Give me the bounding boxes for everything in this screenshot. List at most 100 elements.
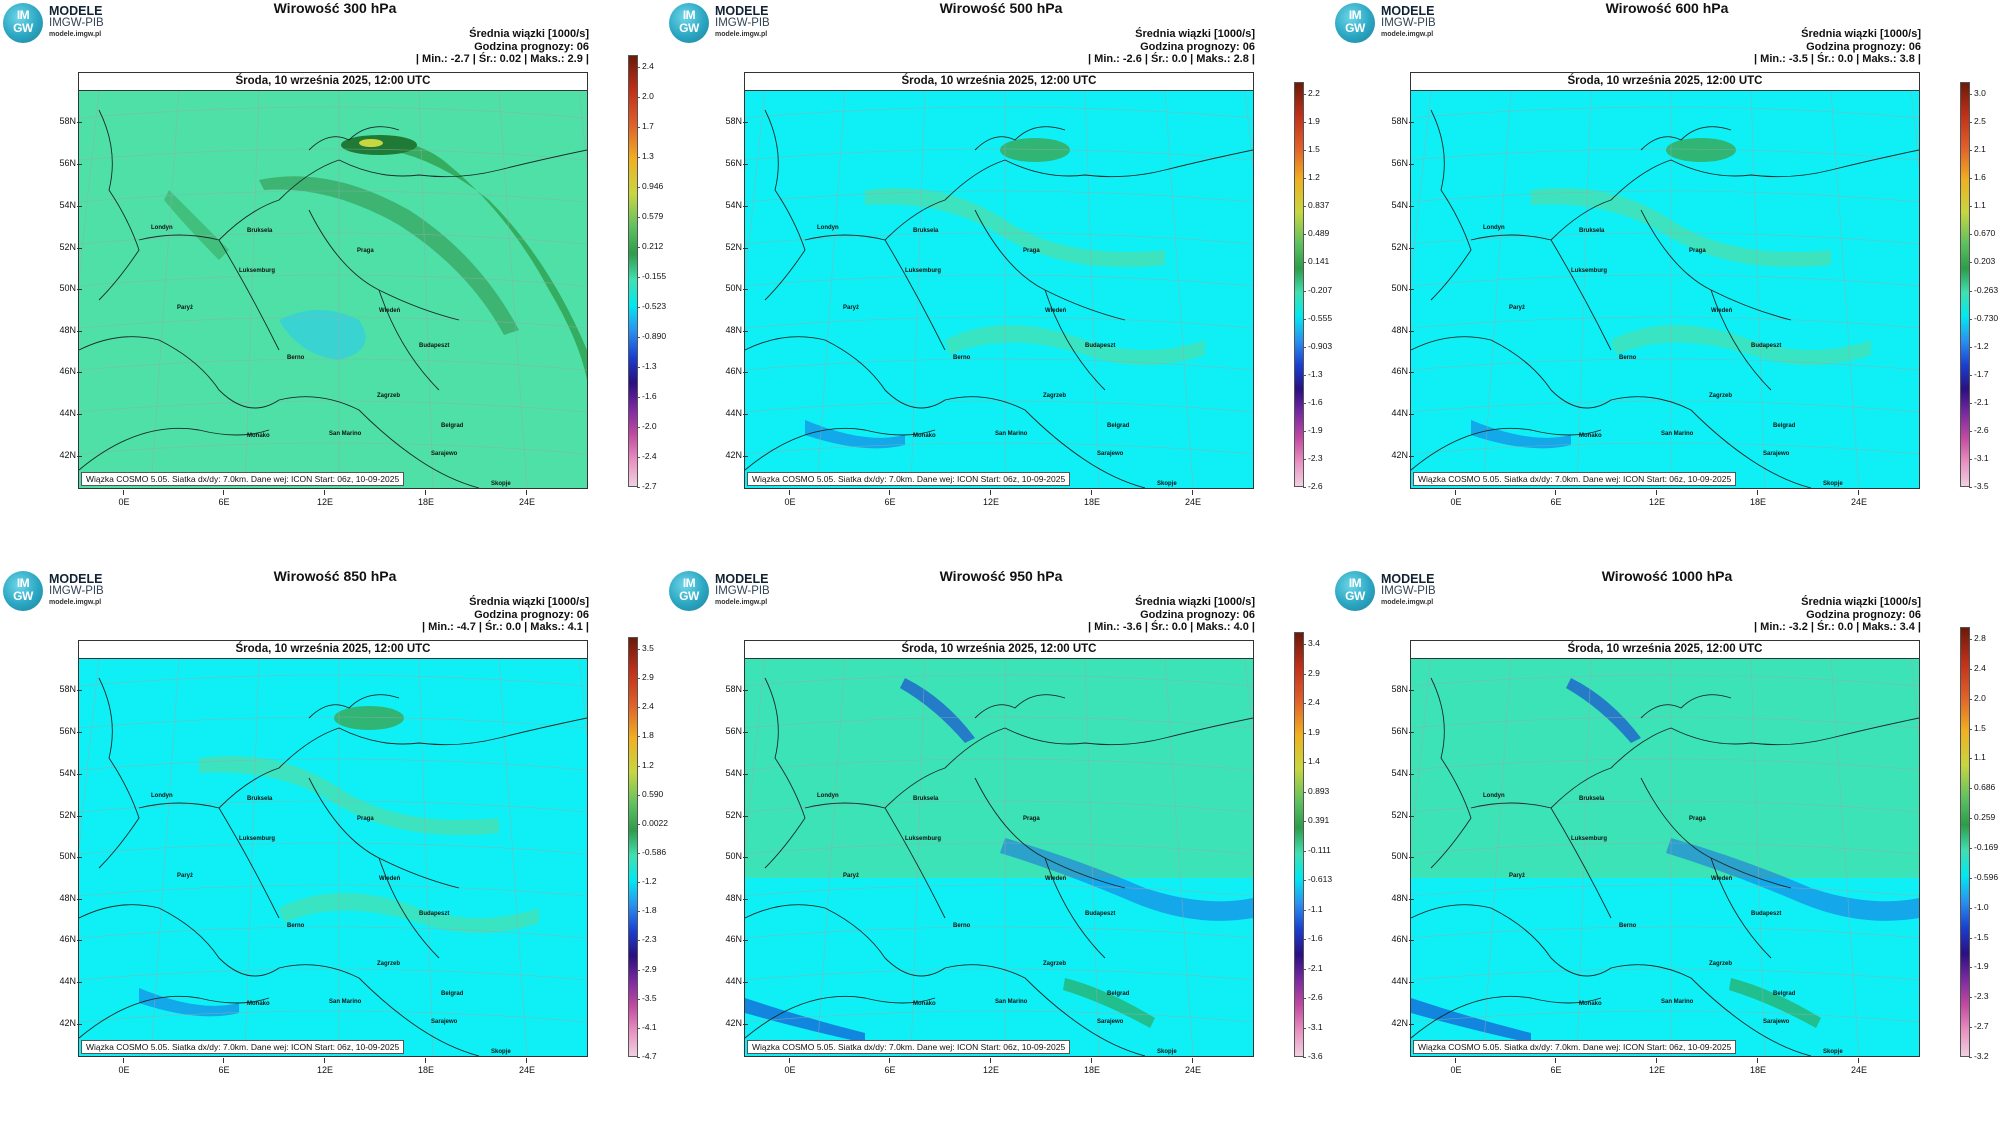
city-label: Wiedeń [1711,876,1733,882]
vorticity-map: Środa, 10 września 2025, 12:00 UTC Londyn… [1410,72,1920,489]
longitude-label: 6E [875,490,905,507]
city-label: Paryż [843,305,860,311]
stats-block: Średnia wiązki [1000/s] Godzina prognozy:… [1088,28,1255,66]
colorbar-tick: 2.0 [637,91,654,101]
colorbar-labels: 2.4 2.0 1.7 1.3 0.946 0.579 0.212 -0.155 -0.523 -… [636,55,682,491]
city-label: San Marino [995,999,1028,1005]
stats-heading: Średnia wiązki [1000/s] [469,596,589,608]
colorbar-tick: 1.8 [637,730,654,741]
latitude-label: 42N [50,1018,82,1028]
city-label: Belgrad [441,423,464,429]
city-label: San Marino [995,431,1028,437]
longitude-label: 6E [875,1058,905,1075]
logo-text: MODELE IMGW-PIB modele.imgw.pl [715,4,770,38]
latitude-label: 48N [1382,893,1414,903]
city-label: Luksemburg [239,836,276,842]
vorticity-map: Środa, 10 września 2025, 12:00 UTC Londyn… [78,72,588,489]
colorbar-tick: -1.3 [637,361,657,371]
colorbar-labels: 2.2 1.9 1.5 1.2 0.837 0.489 0.141 -0.207 -0.555 -… [1302,82,1348,491]
imgw-logo: IM GW MODELE IMGW-PIB modele.imgw.pl [3,3,133,43]
logo-text: MODELE IMGW-PIB modele.imgw.pl [1381,4,1436,38]
date-banner: Środa, 10 września 2025, 12:00 UTC [79,641,587,659]
colorbar-tick: 3.5 [637,643,654,653]
longitude-label: 6E [209,490,239,507]
latitude-label: 44N [716,976,748,986]
city-label: San Marino [329,999,362,1005]
city-label: Monako [1579,1001,1602,1007]
latitude-label: 58N [1382,684,1414,694]
city-label: Bruksela [913,796,939,802]
map-field [745,90,1253,488]
longitude-label: 0E [1441,1058,1471,1075]
city-label: Belgrad [441,991,464,997]
imgw-logo: IM GW MODELE IMGW-PIB modele.imgw.pl [3,571,133,611]
colorbar-tick: 1.7 [637,121,654,131]
colorbar-tick: -2.1 [1303,962,1323,973]
city-label: Berno [953,355,971,361]
colorbar-tick: -0.890 [636,331,667,341]
city-label: Berno [287,355,305,361]
latitude-label: 58N [1382,116,1414,126]
city-label: Praga [357,248,374,254]
stats-block: Średnia wiązki [1000/s] Godzina prognozy:… [1754,596,1921,634]
model-caption: Wiązka COSMO 5.05. Siatka dx/dy: 7.0km. … [1413,1040,1737,1054]
colorbar-tick: -2.6 [1969,424,1989,435]
colorbar-tick: -2.4 [637,451,657,461]
forecast-hour: Godzina prognozy: 06 [1806,608,1921,621]
colorbar-tick: -1.6 [1303,396,1323,407]
city-label: Sarajewo [1097,451,1124,457]
city-label: Skopje [1157,1049,1177,1055]
colorbar-tick: -0.155 [636,271,667,281]
min-mean-max: | Min.: -2.7 | Śr.: 0.02 | Maks.: 2.9 | [415,53,589,65]
colorbar-tick: 2.5 [1969,116,1986,127]
latitude-label: 56N [1382,158,1414,168]
imgw-logo-icon: IM GW [3,571,43,611]
latitude-label: 48N [50,893,82,903]
longitude-label: 12E [976,1058,1006,1075]
city-label: Monako [247,433,270,439]
model-caption: Wiązka COSMO 5.05. Siatka dx/dy: 7.0km. … [1413,472,1737,486]
vorticity-map: Środa, 10 września 2025, 12:00 UTC Londyn… [744,72,1254,489]
vorticity-map: Środa, 10 września 2025, 12:00 UTC Londyn… [744,640,1254,1057]
colorbar-labels: 3.5 2.9 2.4 1.8 1.2 0.590 0.0022 -0.586 -1.2 -1.8… [636,637,682,1061]
map-panel: IM GW MODELE IMGW-PIB modele.imgw.pl Wirowość… [666,568,1332,1136]
city-label: Skopje [1157,481,1177,487]
colorbar-tick: -2.0 [637,421,657,431]
city-label: Zagrzeb [1043,393,1067,399]
city-label: Budapeszt [1085,911,1116,917]
forecast-hour: Godzina prognozy: 06 [1140,40,1255,53]
city-label: Bruksela [247,796,273,802]
forecast-hour: Godzina prognozy: 06 [474,608,589,621]
city-label: Luksemburg [905,268,942,274]
map-panel: IM GW MODELE IMGW-PIB modele.imgw.pl Wirowość… [0,568,668,1136]
colorbar [1294,632,1304,1057]
colorbar-tick: -0.523 [636,301,667,311]
latitude-label: 42N [1382,450,1414,460]
latitude-label: 50N [1382,283,1414,293]
colorbar-tick: -0.169 [1968,842,1999,852]
colorbar [1294,82,1304,487]
colorbar-tick: -3.5 [637,992,657,1003]
colorbar-tick: -1.6 [1303,933,1323,943]
colorbar-tick: -0.263 [1968,284,1999,295]
colorbar-tick: 1.2 [637,759,654,770]
latitude-label: 54N [716,200,748,210]
longitude-label: 18E [1743,1058,1773,1075]
colorbar-tick: -0.207 [1302,284,1333,295]
longitude-label: 0E [109,490,139,507]
date-banner: Środa, 10 września 2025, 12:00 UTC [79,73,587,91]
city-label: Paryż [843,873,860,879]
colorbar-tick: -0.111 [1303,844,1331,855]
imgw-logo-icon: IM GW [3,3,43,43]
city-label: Luksemburg [1571,836,1608,842]
longitude-label: 24E [1844,490,1874,507]
city-label: Skopje [1823,1049,1843,1055]
longitude-label: 24E [512,490,542,507]
longitude-label: 12E [310,490,340,507]
colorbar-tick: 0.141 [1302,256,1330,267]
imgw-logo: IM GW MODELE IMGW-PIB modele.imgw.pl [669,571,799,611]
city-label: Praga [1689,248,1706,254]
latitude-label: 44N [50,408,82,418]
colorbar-tick: -0.586 [636,847,667,857]
latitude-label: 52N [1382,810,1414,820]
